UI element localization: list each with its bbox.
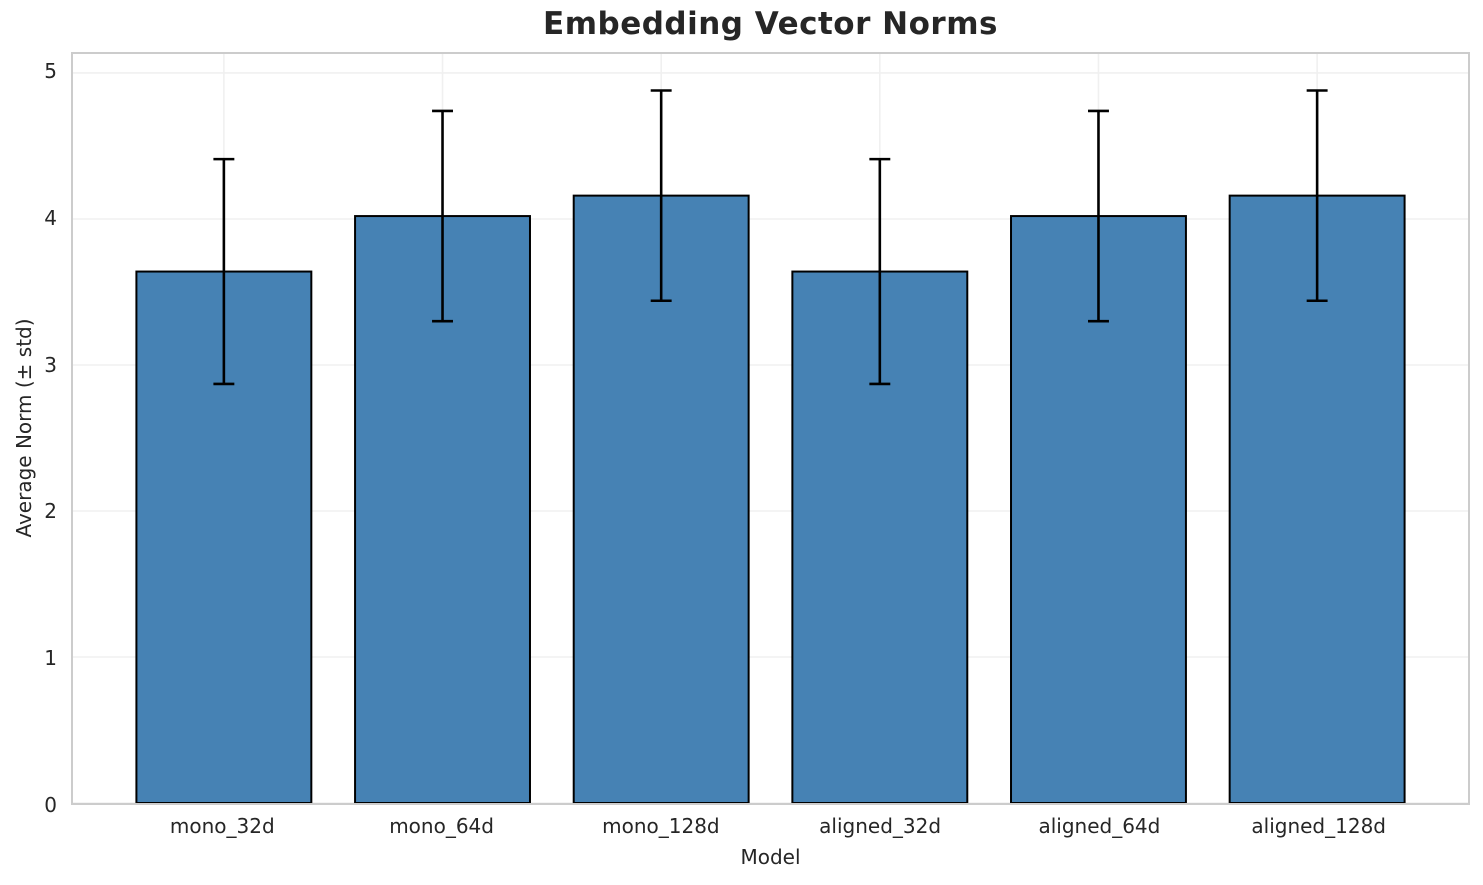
y-tick-label: 3 xyxy=(44,352,57,377)
y-tick-label: 0 xyxy=(44,793,57,817)
x-tick-label: aligned_128d xyxy=(1251,814,1386,838)
plot-area xyxy=(71,52,1470,805)
x-tick-label: aligned_32d xyxy=(819,814,942,838)
chart-canvas xyxy=(73,54,1468,803)
x-tick-label: mono_64d xyxy=(389,814,494,838)
x-tick-label: mono_32d xyxy=(169,814,275,838)
y-tick-label: 4 xyxy=(44,205,57,230)
x-tick-label: aligned_64d xyxy=(1038,814,1161,838)
chart-title: Embedding Vector Norms xyxy=(543,6,998,42)
y-tick-label: 1 xyxy=(44,646,57,671)
x-tick-label: mono_128d xyxy=(602,814,720,838)
x-axis-label: Model xyxy=(740,845,801,869)
y-tick-label: 2 xyxy=(44,499,57,524)
y-tick-label: 5 xyxy=(44,59,57,84)
